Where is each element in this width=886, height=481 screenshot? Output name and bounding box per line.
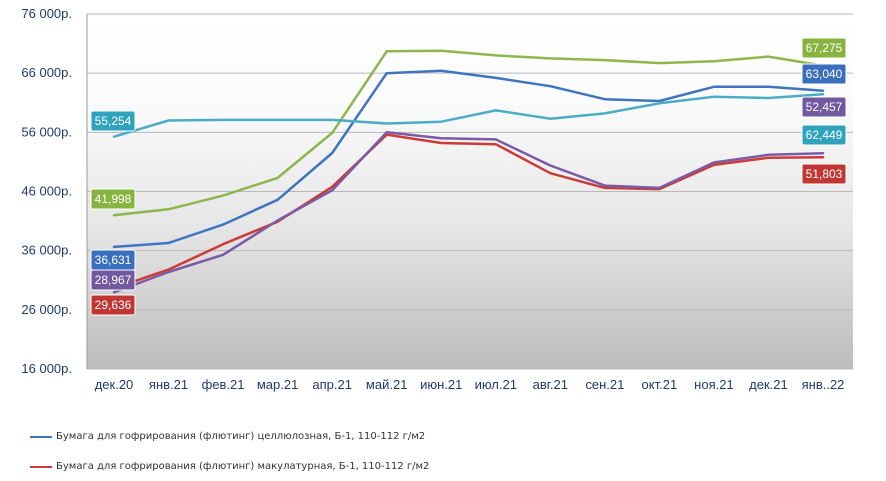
x-tick-label: июл.21 bbox=[475, 377, 517, 392]
x-tick-label: апр.21 bbox=[312, 377, 352, 392]
last-value-label-0-text: 63,040 bbox=[806, 67, 843, 81]
x-axis: дек.20 янв.21 фев.21 мар.21 апр.21 май.21 июн.… bbox=[95, 377, 845, 392]
y-tick-label: 46 000р. bbox=[21, 184, 72, 199]
first-value-label-3-text: 41,998 bbox=[95, 192, 132, 206]
x-tick-label: ноя.21 bbox=[694, 377, 734, 392]
x-tick-label: янв..22 bbox=[802, 377, 845, 392]
last-value-label-4-text: 62,449 bbox=[806, 128, 843, 142]
series-line-2 bbox=[112, 131, 825, 294]
x-tick-label: май.21 bbox=[366, 377, 408, 392]
first-value-label-1-text: 29,636 bbox=[95, 298, 132, 312]
series-line-0 bbox=[112, 69, 825, 249]
last-value-label-3-text: 67,275 bbox=[806, 41, 843, 55]
first-value-label-4: 55,254 bbox=[90, 110, 136, 132]
legend-swatch-cellulose bbox=[30, 435, 52, 438]
series-line-3 bbox=[112, 49, 825, 217]
x-tick-label: окт.21 bbox=[642, 377, 678, 392]
first-value-label-3: 41,998 bbox=[90, 188, 136, 210]
x-tick-label: сен.21 bbox=[585, 377, 624, 392]
grid-lines bbox=[86, 13, 853, 370]
last-value-label-0-box bbox=[801, 63, 847, 85]
x-tick-label: фев.21 bbox=[202, 377, 245, 392]
last-value-label-2: 52,457 bbox=[801, 96, 847, 118]
x-tick-label: июн.21 bbox=[420, 377, 462, 392]
last-value-label-2-text: 52,457 bbox=[806, 100, 843, 114]
first-value-label-4-text: 55,254 bbox=[95, 114, 132, 128]
first-value-label-0: 36,631 bbox=[90, 249, 136, 271]
first-value-label-2-box bbox=[90, 269, 136, 291]
last-value-label-1-box bbox=[801, 163, 847, 185]
x-tick-label: дек.20 bbox=[95, 377, 134, 392]
y-tick-label: 26 000р. bbox=[21, 302, 72, 317]
y-axis: 16 000р. 26 000р. 36 000р. 46 000р. 56 000р.… bbox=[21, 6, 72, 376]
first-value-label-2-text: 28,967 bbox=[95, 273, 132, 287]
legend-label-cellulose: Бумага для гофрирования (флютинг) целлюл… bbox=[56, 431, 426, 442]
last-value-label-0: 63,040 bbox=[801, 63, 847, 85]
first-value-label-2: 28,967 bbox=[90, 269, 136, 291]
y-tick-label: 16 000р. bbox=[21, 361, 72, 376]
series-line-1 bbox=[112, 133, 825, 290]
legend-item-recycled: Бумага для гофрирования (флютинг) макула… bbox=[30, 461, 429, 472]
x-tick-label: янв.21 bbox=[149, 377, 188, 392]
last-value-label-4: 62,449 bbox=[801, 124, 847, 146]
first-value-label-1-box bbox=[90, 294, 136, 316]
last-value-label-1: 51,803 bbox=[801, 163, 847, 185]
x-tick-label: дек.21 bbox=[749, 377, 788, 392]
x-tick-label: мар.21 bbox=[257, 377, 298, 392]
first-value-label-0-text: 36,631 bbox=[95, 253, 132, 267]
y-tick-label: 66 000р. bbox=[21, 65, 72, 80]
x-tick-label: авг.21 bbox=[533, 377, 568, 392]
series-lines bbox=[112, 49, 825, 294]
y-tick-label: 56 000р. bbox=[21, 124, 72, 139]
last-value-label-4-box bbox=[801, 124, 847, 146]
legend-label-recycled: Бумага для гофрирования (флютинг) макула… bbox=[56, 461, 430, 472]
legend-item-cellulose: Бумага для гофрирования (флютинг) целлюл… bbox=[30, 431, 425, 442]
last-value-label-2-box bbox=[801, 96, 847, 118]
last-value-label-3-box bbox=[801, 37, 847, 59]
data-labels: 36,631 63,040 29,636 51,803 28,967 52,457 41,9… bbox=[90, 37, 847, 316]
y-tick-label: 76 000р. bbox=[21, 6, 72, 21]
last-value-label-1-text: 51,803 bbox=[806, 167, 843, 181]
first-value-label-3-box bbox=[90, 188, 136, 210]
series-line-4 bbox=[112, 92, 825, 138]
last-value-label-3: 67,275 bbox=[801, 37, 847, 59]
first-value-label-1: 29,636 bbox=[90, 294, 136, 316]
y-tick-label: 36 000р. bbox=[21, 243, 72, 258]
first-value-label-4-box bbox=[90, 110, 136, 132]
legend-swatch-recycled bbox=[30, 465, 52, 468]
